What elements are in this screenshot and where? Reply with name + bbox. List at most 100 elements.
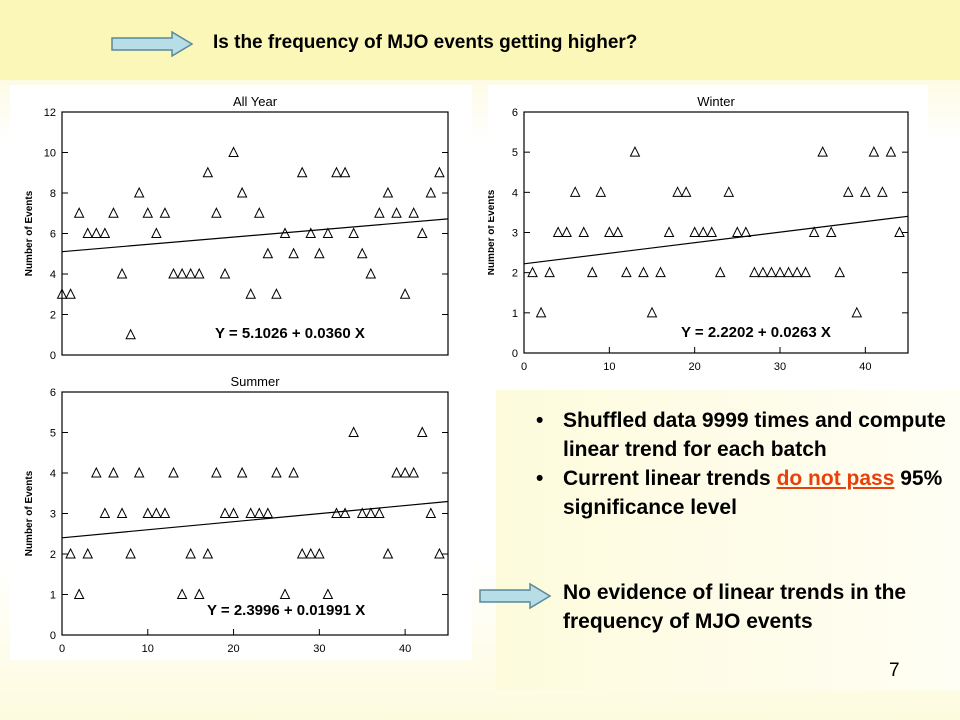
data-point <box>638 266 649 278</box>
data-point <box>211 207 222 218</box>
data-point <box>236 186 248 198</box>
data-point <box>425 186 437 198</box>
y-tick-label: 2 <box>50 549 56 561</box>
data-point <box>783 266 794 278</box>
data-point <box>91 466 102 478</box>
data-point <box>185 547 196 559</box>
data-point <box>245 288 257 299</box>
data-point <box>382 186 394 198</box>
data-point <box>193 588 205 599</box>
data-point <box>851 306 863 318</box>
data-point <box>348 227 359 238</box>
data-point <box>193 267 205 279</box>
x-tick-label: 20 <box>689 361 701 373</box>
data-point <box>108 207 119 218</box>
data-point <box>621 266 632 278</box>
data-point <box>399 288 411 299</box>
data-point <box>159 207 171 218</box>
data-point <box>434 547 445 559</box>
data-point <box>125 328 136 340</box>
data-point <box>159 507 171 518</box>
y-tick-label: 2 <box>512 268 518 280</box>
data-point <box>894 226 905 237</box>
data-point <box>399 466 411 478</box>
data-point <box>322 588 334 599</box>
data-point <box>133 466 145 478</box>
data-point <box>535 306 547 318</box>
data-point <box>142 207 154 218</box>
data-point <box>339 166 351 178</box>
chart-winter: Winter Number of Events 0 1 2 3 4 5 6 0 10 20 30 40 Y … <box>488 85 928 385</box>
data-point <box>391 207 402 218</box>
trend-line <box>61 218 449 253</box>
data-point <box>365 267 377 279</box>
conclusion-arrow-icon <box>478 582 552 610</box>
bullet-marker: • <box>536 467 544 490</box>
data-point <box>322 227 334 238</box>
data-point <box>817 146 828 157</box>
data-point <box>245 507 257 518</box>
data-point <box>116 507 128 518</box>
data-point <box>73 588 85 599</box>
data-point <box>416 426 428 437</box>
data-point <box>271 288 282 299</box>
data-point <box>860 186 871 197</box>
data-point <box>142 507 154 518</box>
data-point <box>408 207 419 218</box>
data-point <box>723 186 735 197</box>
bullet-text-pre: Current linear trends <box>563 467 777 490</box>
data-point <box>236 466 248 478</box>
bullet-shuffled: • Shuffled data 9999 times and compute l… <box>536 406 946 464</box>
data-point <box>331 507 342 518</box>
y-tick-label: 2 <box>50 310 56 322</box>
y-tick-label: 0 <box>512 348 518 360</box>
data-point <box>714 266 726 278</box>
data-point <box>82 547 94 559</box>
data-point <box>262 247 274 259</box>
data-point <box>73 207 85 218</box>
data-point <box>314 547 325 559</box>
data-point <box>65 547 76 559</box>
data-point <box>885 146 897 157</box>
data-point <box>629 146 641 157</box>
data-point <box>151 227 162 238</box>
data-point <box>544 266 555 278</box>
y-axis-label: Number of Events <box>488 189 497 275</box>
data-point <box>56 288 68 299</box>
chart-all-year: All Year Number of Events 0 2 4 6 8 10 12 Y = 5.1… <box>10 85 472 370</box>
data-point <box>578 226 590 237</box>
data-point <box>552 226 564 237</box>
y-tick-label: 5 <box>50 428 56 440</box>
data-point <box>99 507 111 518</box>
data-point <box>288 247 299 259</box>
trend-equation: Y = 5.1026 + 0.0360 X <box>215 325 365 342</box>
data-point <box>82 227 94 238</box>
y-tick-label: 4 <box>50 269 56 281</box>
data-point <box>176 267 188 279</box>
x-tick-label: 0 <box>59 643 65 655</box>
y-tick-label: 4 <box>512 187 518 199</box>
data-point <box>706 226 718 237</box>
data-point <box>408 466 419 478</box>
y-tick-label: 6 <box>512 107 518 119</box>
data-point <box>646 306 658 318</box>
data-point <box>757 266 769 278</box>
data-point <box>740 226 752 237</box>
slide-title: Is the frequency of MJO events getting h… <box>213 32 638 53</box>
x-tick-label: 20 <box>227 643 239 655</box>
data-point <box>672 186 683 197</box>
data-point <box>296 547 308 559</box>
data-point <box>774 266 786 278</box>
data-point <box>689 226 700 237</box>
data-point <box>663 226 675 237</box>
data-point <box>151 507 162 518</box>
y-axis-label: Number of Events <box>24 190 35 276</box>
data-point <box>434 166 445 178</box>
data-point <box>271 466 282 478</box>
x-tick-label: 10 <box>603 361 615 373</box>
data-point <box>168 267 179 279</box>
y-tick-label: 0 <box>50 630 56 642</box>
x-tick-label: 30 <box>313 643 325 655</box>
data-point <box>527 266 538 278</box>
trend-equation: Y = 2.3996 + 0.01991 X <box>207 602 365 619</box>
